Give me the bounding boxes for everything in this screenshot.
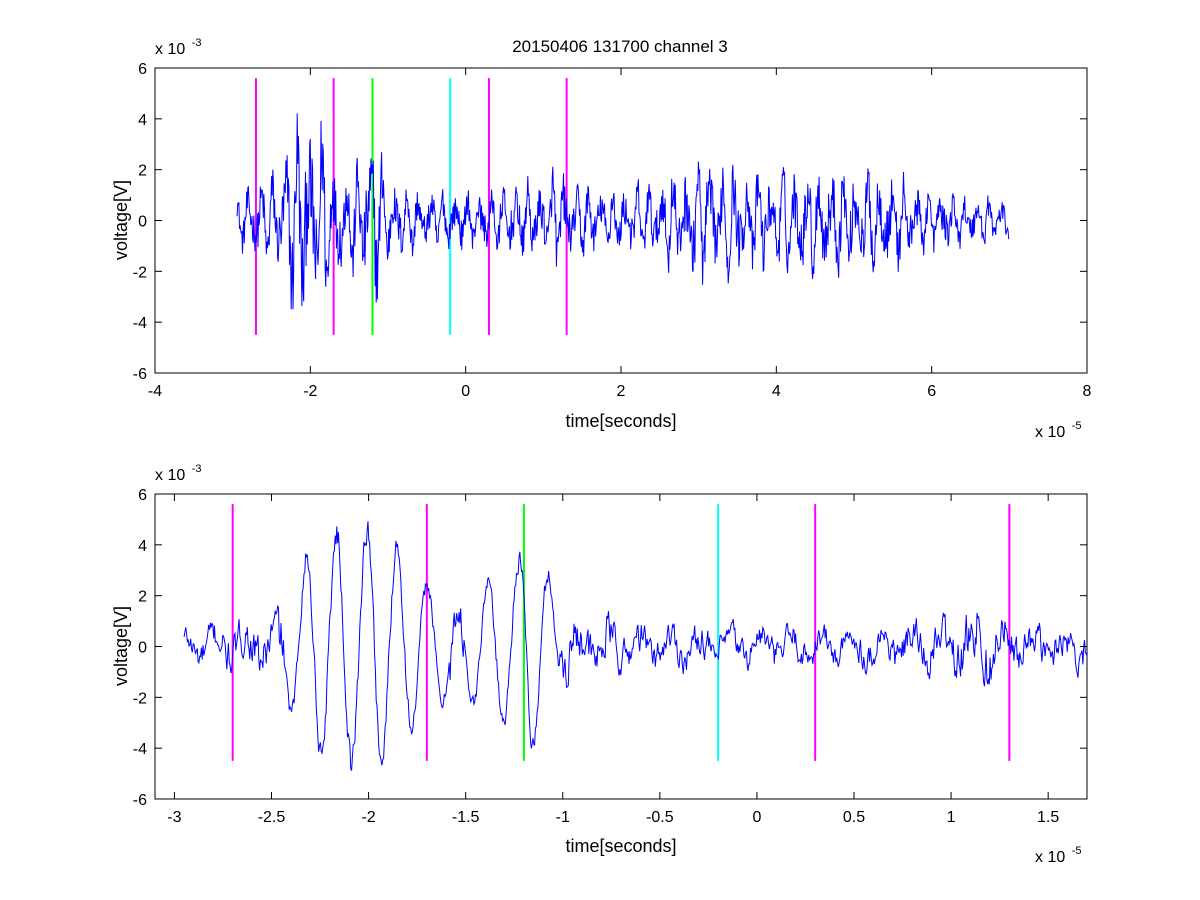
top-y-axis-label: voltage[V]: [111, 180, 131, 260]
top-y-tick-label: -6: [133, 366, 147, 383]
top-x-tick-label: 8: [1083, 383, 1092, 400]
top-x-tick-label: 4: [772, 383, 781, 400]
bottom-y-tick-label: 0: [138, 640, 147, 657]
top-x-tick-label: -2: [303, 383, 317, 400]
top-y-tick-label: 4: [138, 112, 147, 129]
bottom-x-tick-label: -1.5: [452, 809, 480, 826]
bottom-y-tick-label: 2: [138, 589, 147, 606]
top-y-tick-label: -4: [133, 315, 147, 332]
top-y-tick-label: 0: [138, 214, 147, 231]
top-x-tick-label: -4: [148, 383, 162, 400]
bottom-x-axis-label: time[seconds]: [565, 836, 676, 856]
top-y-tick-label: -2: [133, 264, 147, 281]
bottom-y-tick-label: 6: [138, 487, 147, 504]
bottom-y-tick-label: -4: [133, 741, 147, 758]
top-y-tick-label: 6: [138, 61, 147, 78]
top-x-ticks: -4 -2 0 2 4 6 8: [148, 68, 1092, 400]
top-x-multiplier-exponent: -5: [1072, 420, 1082, 432]
bottom-x-tick-label: 0: [752, 809, 761, 826]
top-event-markers: [254, 78, 568, 335]
bottom-x-tick-label: -1: [556, 809, 570, 826]
top-x-multiplier-base: x 10: [1035, 424, 1065, 441]
top-y-ticks: -6 -4 -2 0 2 4 6: [133, 61, 1087, 383]
bottom-y-axis-label: voltage[V]: [111, 606, 131, 686]
top-y-multiplier-base: x 10: [155, 41, 185, 58]
top-x-axis-label: time[seconds]: [565, 411, 676, 431]
bottom-x-multiplier-base: x 10: [1035, 849, 1065, 866]
top-y-tick-label: 2: [138, 163, 147, 180]
top-x-tick-label: 6: [927, 383, 936, 400]
bottom-x-tick-label: 0.5: [843, 809, 865, 826]
bottom-subplot: -3 -2.5 -2 -1.5 -1 -0.5 0 0.5 1 1.5 -6 -4 -2 0 2 4 6 ti…: [111, 463, 1088, 866]
top-x-tick-label: 2: [617, 383, 626, 400]
top-x-multiplier: x 10 -5: [1035, 420, 1081, 441]
top-signal-line: [236, 113, 1010, 310]
bottom-x-tick-label: -2.5: [258, 809, 286, 826]
bottom-y-ticks: -6 -4 -2 0 2 4 6: [133, 487, 1087, 809]
bottom-y-multiplier-exponent: -3: [192, 463, 202, 475]
bottom-y-multiplier: x 10 -3: [155, 463, 201, 484]
bottom-y-tick-label: -6: [133, 792, 147, 809]
top-signal-series: [236, 113, 1010, 310]
bottom-y-tick-label: -2: [133, 690, 147, 707]
top-y-multiplier-exponent: -3: [192, 37, 202, 49]
bottom-x-multiplier-exponent: -5: [1072, 845, 1082, 857]
top-x-tick-label: 0: [461, 383, 470, 400]
bottom-x-multiplier: x 10 -5: [1035, 845, 1081, 866]
bottom-y-tick-label: 4: [138, 538, 147, 555]
bottom-x-tick-label: -0.5: [646, 809, 674, 826]
bottom-signal-line: [183, 521, 1088, 771]
top-y-multiplier: x 10 -3: [155, 37, 201, 58]
bottom-y-multiplier-base: x 10: [155, 467, 185, 484]
figure-title: 20150406 131700 channel 3: [512, 37, 728, 56]
bottom-x-tick-label: 1.5: [1037, 809, 1059, 826]
bottom-x-tick-label: -2: [361, 809, 375, 826]
bottom-x-tick-label: 1: [947, 809, 956, 826]
bottom-event-markers: [231, 504, 1011, 761]
bottom-x-tick-label: -3: [167, 809, 181, 826]
bottom-signal-series: [183, 521, 1088, 771]
bottom-x-ticks: -3 -2.5 -2 -1.5 -1 -0.5 0 0.5 1 1.5: [167, 494, 1059, 826]
